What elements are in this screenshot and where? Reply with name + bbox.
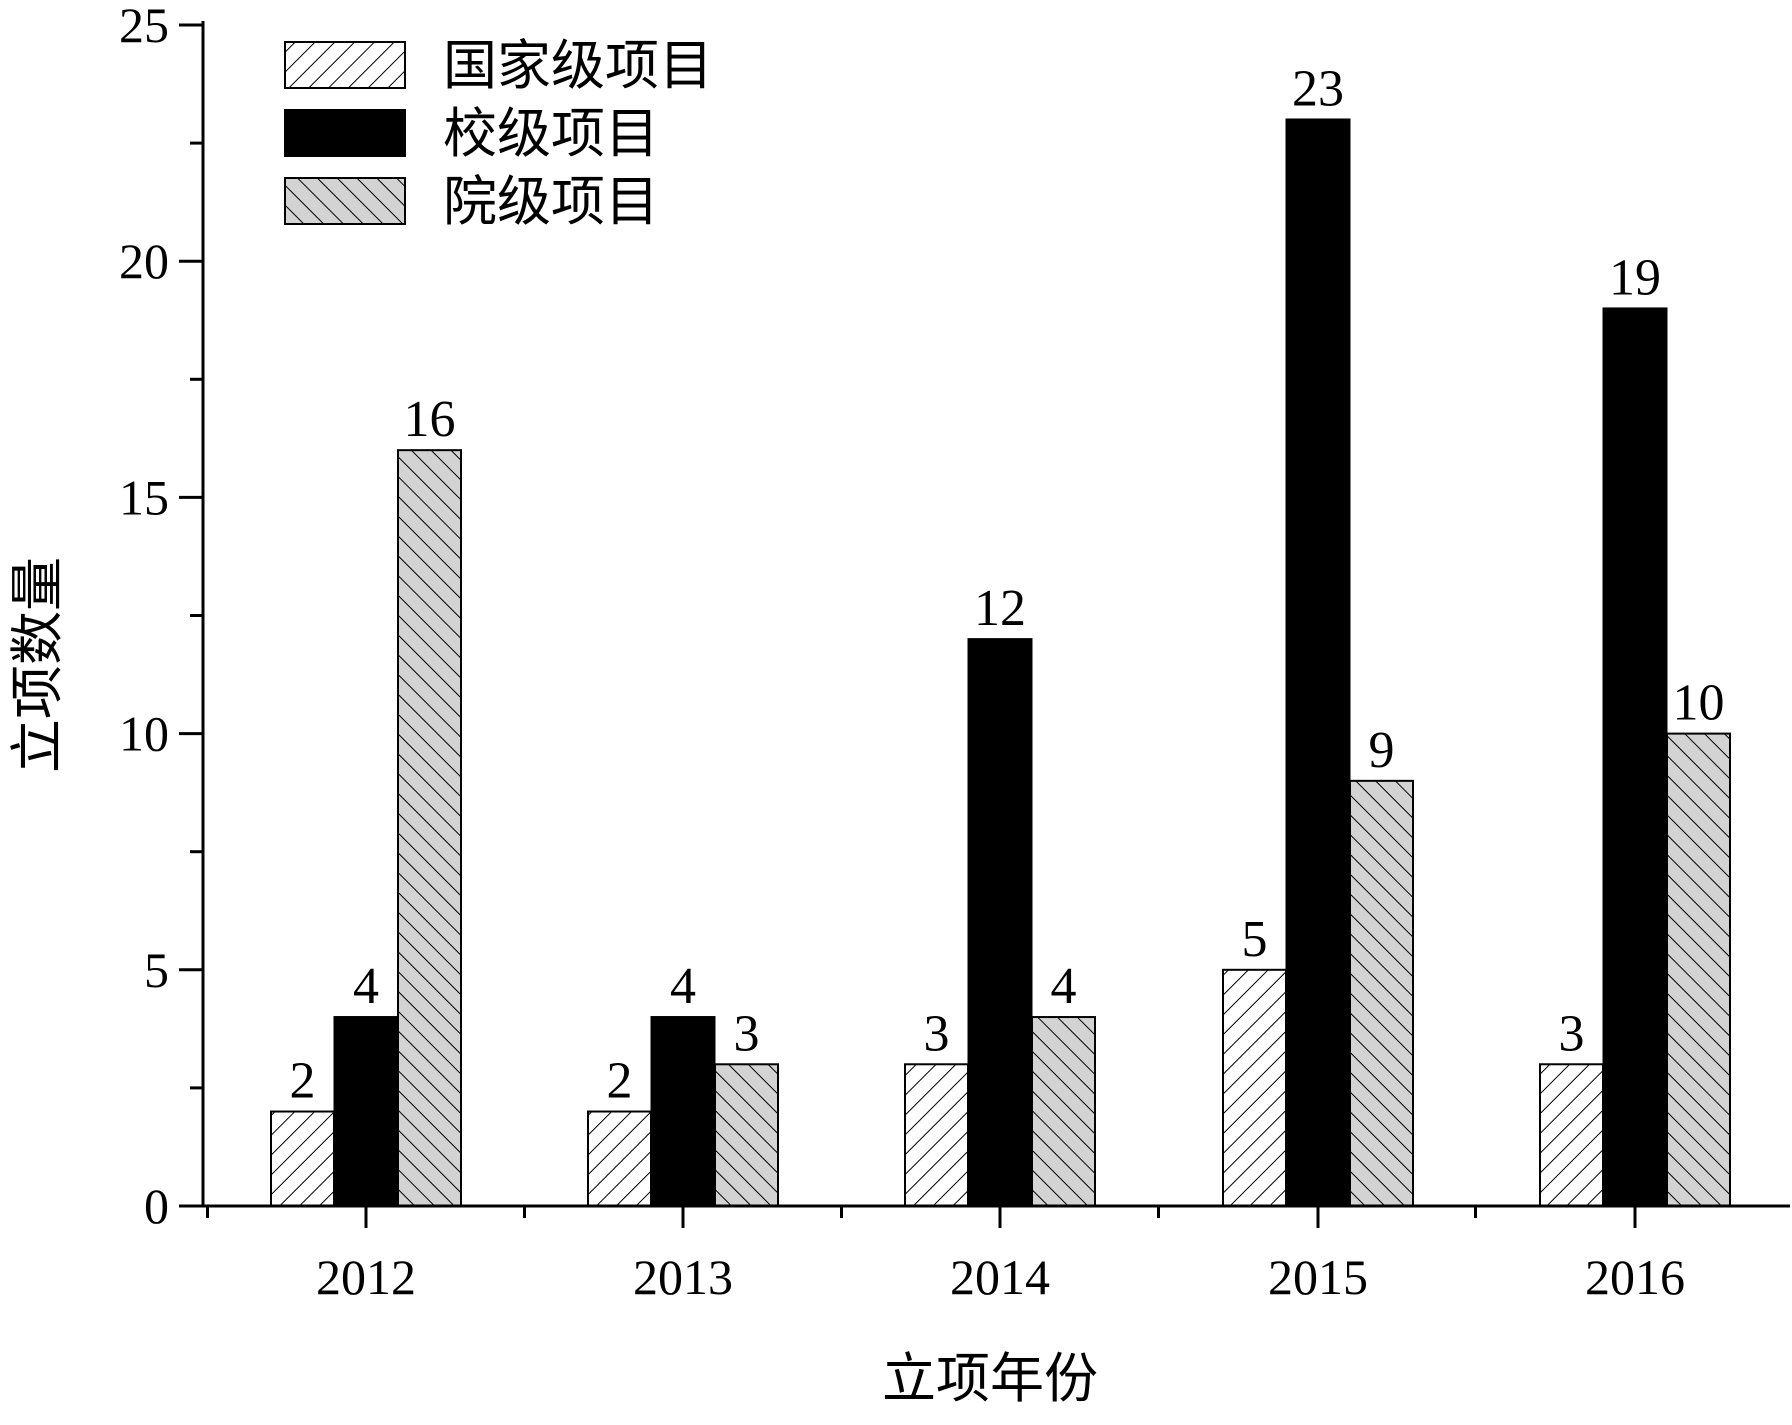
bar-2013-series-1 (587, 1110, 652, 1208)
data-label-2015-series-2: 23 (1292, 60, 1344, 117)
y-tick-label-15: 15 (119, 469, 169, 525)
bar-2015-series-3 (1349, 779, 1414, 1208)
data-label-2013-series-2: 4 (670, 958, 696, 1015)
bar-2015-series-1 (1222, 968, 1287, 1207)
y-tick-label-0: 0 (144, 1178, 169, 1234)
data-label-2016-series-2: 19 (1609, 249, 1661, 306)
bar-2016-series-2 (1602, 307, 1668, 1207)
x-axis-title: 立项年份 (882, 1349, 1098, 1409)
data-label-2013-series-1: 2 (607, 1053, 633, 1110)
bar-2014-series-2 (967, 638, 1033, 1207)
data-label-2014-series-2: 12 (974, 580, 1026, 637)
data-label-2013-series-3: 3 (734, 1005, 760, 1062)
data-label-2015-series-3: 9 (1369, 722, 1395, 779)
bar-2013-series-2 (650, 1016, 716, 1207)
y-axis-title: 立项数量 (8, 557, 68, 773)
legend-swatch-series-2 (284, 109, 406, 157)
data-label-2014-series-3: 4 (1051, 958, 1077, 1015)
bar-2014-series-3 (1031, 1016, 1096, 1207)
bar-2012-series-1 (270, 1110, 335, 1208)
x-tick-label-2013: 2013 (633, 1249, 733, 1305)
y-tick-label-5: 5 (144, 942, 169, 998)
bars-layer (270, 118, 1731, 1208)
bar-2014-series-1 (904, 1063, 969, 1208)
x-tick-label-2016: 2016 (1585, 1249, 1685, 1305)
data-label-2016-series-3: 10 (1673, 675, 1725, 732)
x-tick-label-2015: 2015 (1268, 1249, 1368, 1305)
legend-label-series-3: 院级项目 (443, 172, 659, 232)
bar-2016-series-3 (1666, 732, 1731, 1207)
bar-2015-series-2 (1285, 118, 1351, 1208)
y-tick-label-10: 10 (119, 706, 169, 762)
bar-2012-series-3 (397, 449, 462, 1208)
data-label-2016-series-1: 3 (1559, 1005, 1585, 1062)
legend-label-series-2: 校级项目 (443, 104, 659, 164)
data-label-2015-series-1: 5 (1242, 911, 1268, 968)
y-tick-label-25: 25 (119, 0, 169, 53)
x-tick-label-2012: 2012 (316, 1249, 416, 1305)
legend-swatch-series-3 (284, 177, 406, 225)
x-tick-label-2014: 2014 (950, 1249, 1050, 1305)
legend-swatch-series-1 (284, 41, 406, 89)
data-label-2012-series-2: 4 (353, 958, 379, 1015)
legend-label-series-1: 国家级项目 (443, 36, 713, 96)
bar-2012-series-2 (333, 1016, 399, 1207)
data-label-2012-series-1: 2 (290, 1053, 316, 1110)
data-label-2014-series-1: 3 (924, 1005, 950, 1062)
y-tick-label-20: 20 (119, 233, 169, 289)
bar-2016-series-1 (1539, 1063, 1604, 1208)
bar-2013-series-3 (714, 1063, 779, 1208)
data-label-2012-series-3: 16 (404, 391, 456, 448)
